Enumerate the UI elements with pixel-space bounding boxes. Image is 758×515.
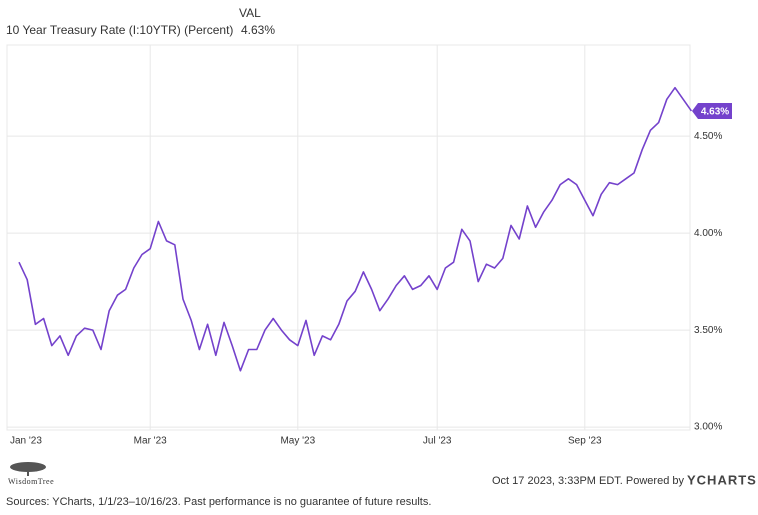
- badge-label: 4.63%: [701, 107, 729, 118]
- plot-area: [6, 44, 691, 431]
- series-line: [18, 86, 693, 372]
- y-tick-label: 4.00%: [694, 228, 722, 239]
- legend-value: 4.63%: [241, 23, 275, 37]
- x-tick-label: May '23: [280, 436, 315, 447]
- y-tick-label: 4.50%: [694, 131, 722, 142]
- logo: WisdomTree: [8, 462, 54, 486]
- brand: YCHARTS: [687, 472, 757, 487]
- value-badge: 4.63%: [692, 102, 732, 119]
- logo-text: WisdomTree: [8, 477, 54, 486]
- source-note: Sources: YCharts, 1/1/23–10/16/23. Past …: [6, 496, 431, 508]
- legend-series-name: 10 Year Treasury Rate (I:10YTR) (Percent…: [6, 23, 233, 37]
- logo-tree: [10, 462, 46, 472]
- timestamp: Oct 17 2023, 3:33PM EDT. Powered by: [492, 475, 684, 487]
- legend-header: VAL: [239, 6, 261, 20]
- y-tick-label: 3.00%: [694, 422, 722, 433]
- x-tick-label: Sep '23: [568, 436, 602, 447]
- x-tick-label: Jul '23: [423, 436, 452, 447]
- y-tick-label: 3.50%: [694, 325, 722, 336]
- badge-shape: [692, 102, 732, 119]
- x-tick-label: Mar '23: [134, 436, 167, 447]
- x-tick-label: Jan '23: [10, 436, 42, 447]
- logo-trunk: [27, 470, 29, 476]
